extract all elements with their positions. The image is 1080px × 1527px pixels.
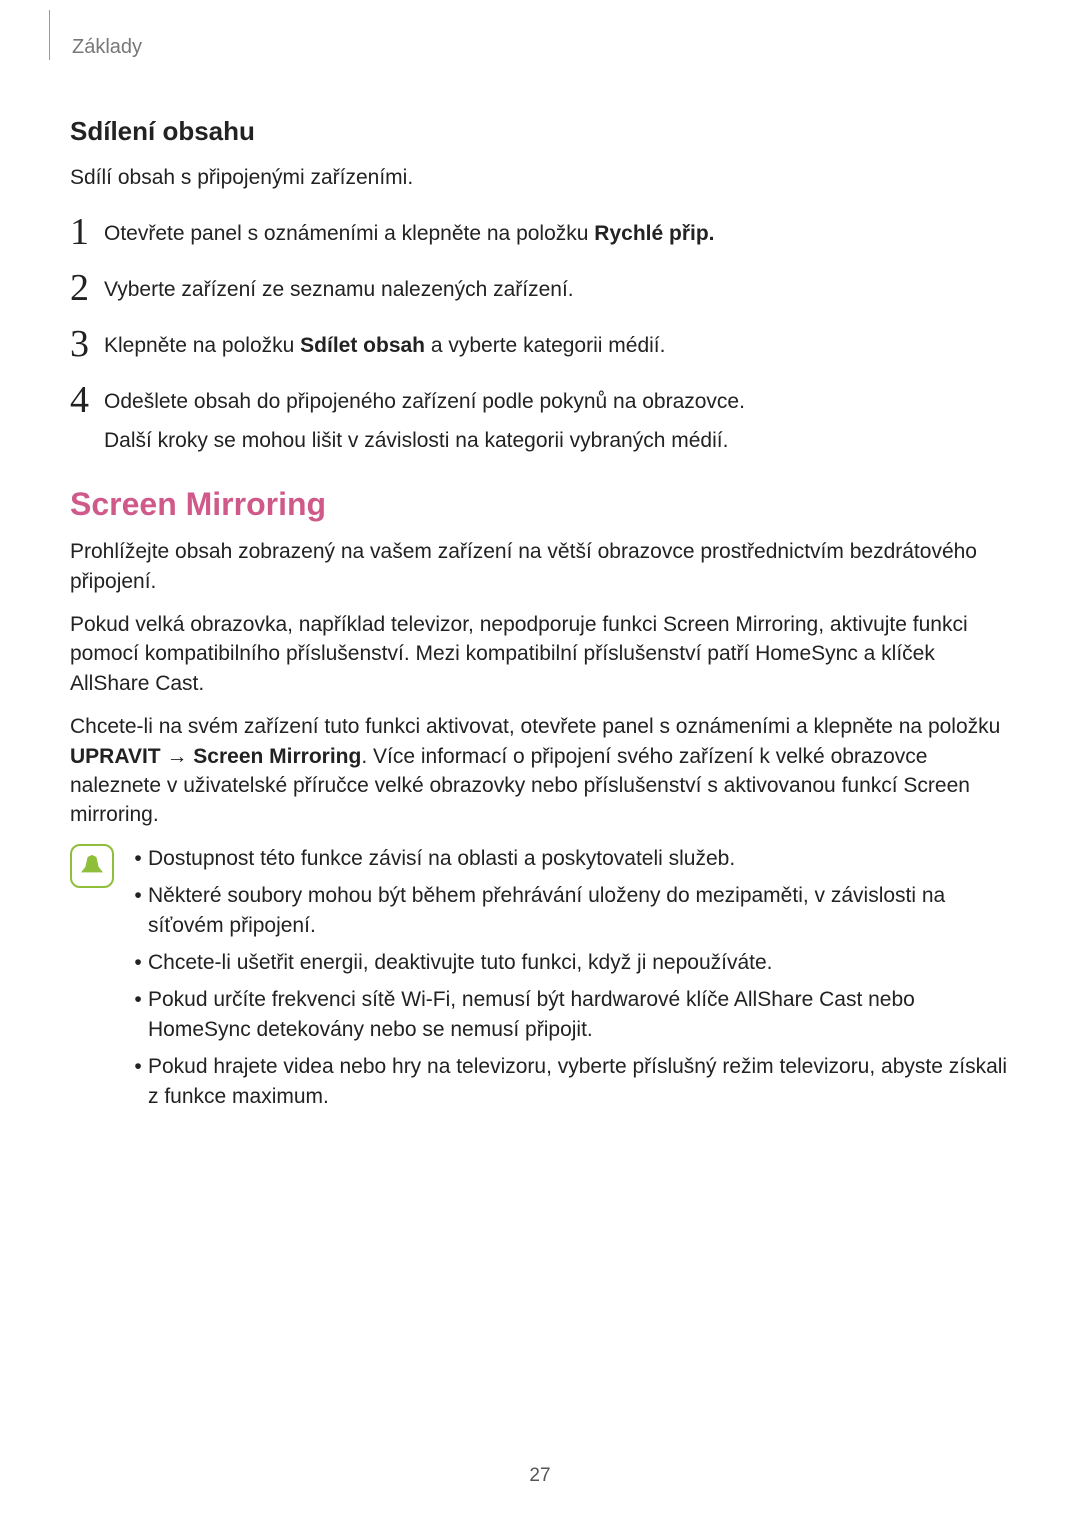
note-block: •Dostupnost této funkce závisí na oblast… — [70, 844, 1010, 1119]
section-heading: Sdílení obsahu — [70, 116, 1010, 147]
step-text-pre: Vyberte zařízení ze seznamu nalezených z… — [104, 278, 574, 301]
paragraph: Chcete-li na svém zařízení tuto funkci a… — [70, 712, 1010, 830]
bullet-text: Pokud určíte frekvenci sítě Wi-Fi, nemus… — [148, 985, 1010, 1044]
step-1: 1 Otevřete panel s oznámeními a klepněte… — [70, 219, 1010, 251]
page-number: 27 — [0, 1465, 1080, 1487]
note-icon-wrap — [70, 844, 128, 1119]
note-bullets: •Dostupnost této funkce závisí na oblast… — [128, 844, 1010, 1119]
bullet-dot: • — [128, 948, 148, 977]
p3-bold1: UPRAVIT — [70, 745, 161, 768]
paragraph: Pokud velká obrazovka, například televiz… — [70, 610, 1010, 698]
step-text-bold: Sdílet obsah — [300, 334, 425, 357]
step-2: 2 Vyberte zařízení ze seznamu nalezených… — [70, 275, 1010, 307]
bell-icon — [70, 844, 114, 888]
bullet-dot: • — [128, 844, 148, 873]
bullet-dot: • — [128, 985, 148, 1044]
step-number: 2 — [70, 269, 104, 307]
list-item: •Pokud určíte frekvenci sítě Wi-Fi, nemu… — [128, 985, 1010, 1044]
section-intro: Sdílí obsah s připojenými zařízeními. — [70, 163, 1010, 193]
step-number: 1 — [70, 213, 104, 251]
paragraph: Prohlížejte obsah zobrazený na vašem zař… — [70, 537, 1010, 596]
step-3: 3 Klepněte na položku Sdílet obsah a vyb… — [70, 331, 1010, 363]
bell-shape — [81, 855, 103, 877]
step-text-bold: Rychlé přip. — [594, 222, 714, 245]
p3-a: Chcete-li na svém zařízení tuto funkci a… — [70, 715, 1000, 738]
content: Sdílení obsahu Sdílí obsah s připojenými… — [70, 116, 1010, 1119]
step-text-cont: Další kroky se mohou lišit v závislosti … — [104, 426, 1010, 456]
list-item: •Pokud hrajete videa nebo hry na televiz… — [128, 1052, 1010, 1111]
breadcrumb: Základy — [72, 36, 142, 59]
step-number: 3 — [70, 325, 104, 363]
page: Základy Sdílení obsahu Sdílí obsah s při… — [0, 0, 1080, 1527]
step-text-pre: Otevřete panel s oznámeními a klepněte n… — [104, 222, 594, 245]
bullet-text: Chcete-li ušetřit energii, deaktivujte t… — [148, 948, 1010, 977]
bullet-dot: • — [128, 1052, 148, 1111]
bullet-text: Pokud hrajete videa nebo hry na televizo… — [148, 1052, 1010, 1111]
step-text-pre: Odešlete obsah do připojeného zařízení p… — [104, 390, 745, 413]
arrow-icon: → — [161, 745, 194, 768]
list-item: •Některé soubory mohou být během přehráv… — [128, 881, 1010, 940]
step-text: Vyberte zařízení ze seznamu nalezených z… — [104, 275, 1010, 305]
steps-list: 1 Otevřete panel s oznámeními a klepněte… — [70, 219, 1010, 456]
section-title: Screen Mirroring — [70, 486, 1010, 523]
step-number: 4 — [70, 381, 104, 419]
list-item: •Dostupnost této funkce závisí na oblast… — [128, 844, 1010, 873]
step-text: Odešlete obsah do připojeného zařízení p… — [104, 387, 1010, 456]
step-4: 4 Odešlete obsah do připojeného zařízení… — [70, 387, 1010, 456]
header-rule — [40, 10, 50, 60]
step-text: Klepněte na položku Sdílet obsah a vyber… — [104, 331, 1010, 361]
step-text: Otevřete panel s oznámeními a klepněte n… — [104, 219, 1010, 249]
step-text-post: a vyberte kategorii médií. — [425, 334, 665, 357]
bullet-text: Některé soubory mohou být během přehrává… — [148, 881, 1010, 940]
bullet-text: Dostupnost této funkce závisí na oblasti… — [148, 844, 1010, 873]
p3-bold2: Screen Mirroring — [193, 745, 361, 768]
step-text-pre: Klepněte na položku — [104, 334, 300, 357]
list-item: •Chcete-li ušetřit energii, deaktivujte … — [128, 948, 1010, 977]
bullet-dot: • — [128, 881, 148, 940]
